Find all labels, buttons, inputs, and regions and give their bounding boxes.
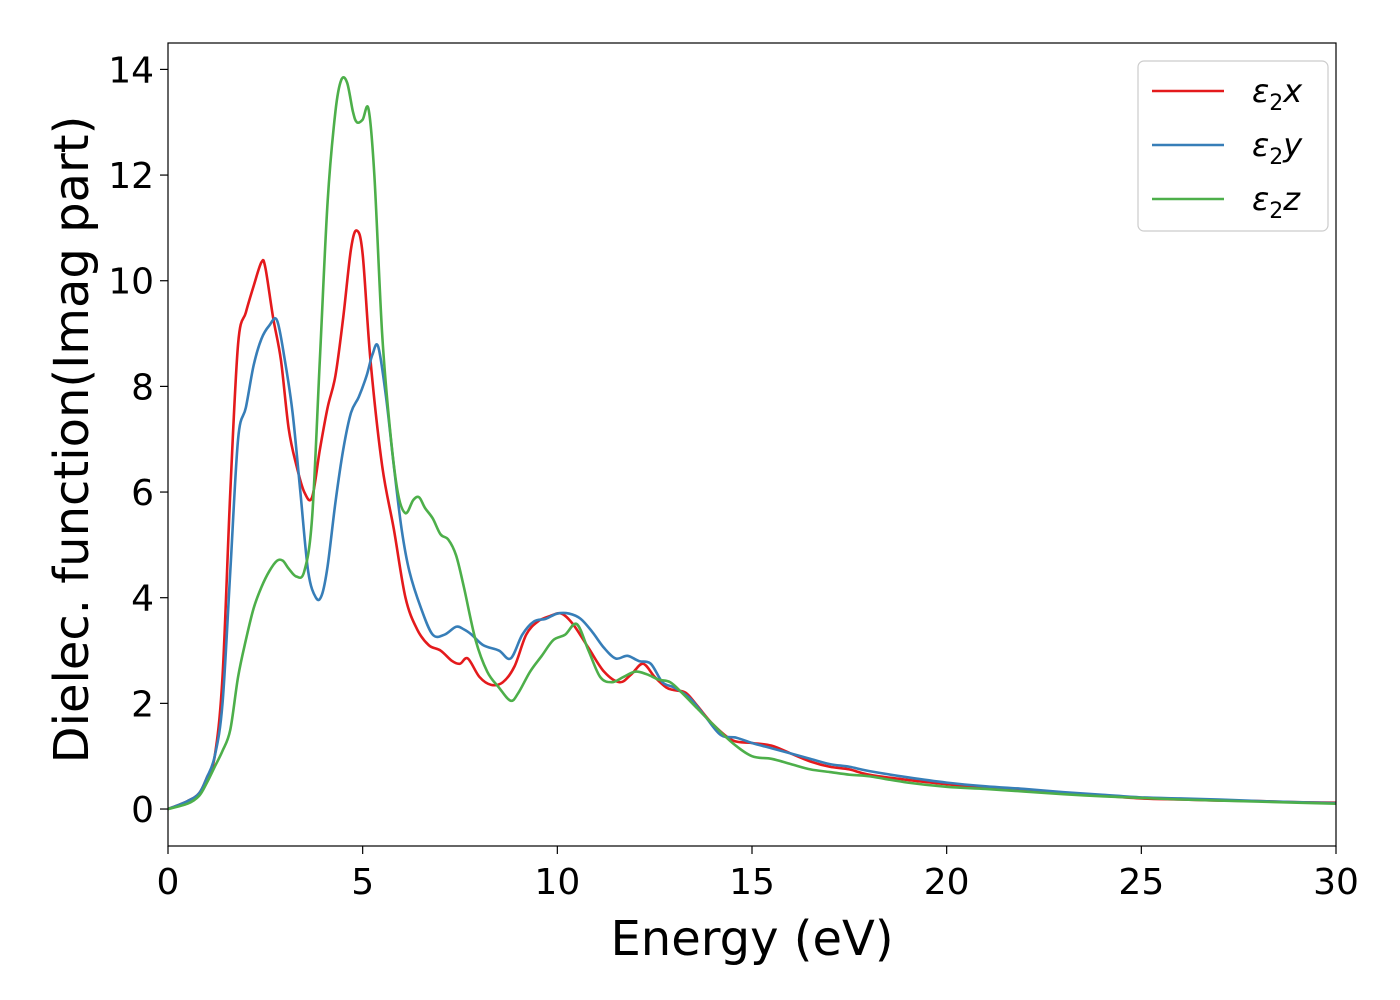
series-line-y	[168, 317, 1336, 811]
series-line-x	[168, 229, 1336, 811]
legend-label-y: ε2y	[1252, 126, 1303, 170]
legend-label-x: ε2x	[1252, 72, 1303, 116]
y-tick-label: 14	[108, 50, 154, 91]
x-tick-label: 5	[351, 862, 374, 903]
y-tick-label: 6	[131, 473, 154, 514]
x-tick-label: 30	[1313, 862, 1359, 903]
x-tick-label: 15	[729, 862, 775, 903]
y-axis: 0 2 4 6 8 10 12 14	[108, 50, 168, 831]
legend: ε2x ε2y ε2z	[1137, 60, 1329, 232]
x-tick-label: 25	[1118, 862, 1164, 903]
x-tick-label: 20	[924, 862, 970, 903]
x-tick-label: 0	[157, 862, 180, 903]
x-axis-label: Energy (eV)	[610, 911, 893, 967]
series-line-z	[168, 75, 1336, 811]
legend-label-z: ε2z	[1252, 180, 1301, 224]
x-axis: 0 5 10 15 20 25 30	[157, 846, 1359, 903]
series-layer	[168, 75, 1336, 811]
y-tick-label: 10	[108, 262, 154, 303]
y-tick-label: 12	[108, 156, 154, 197]
legend-box	[1137, 60, 1329, 232]
y-tick-label: 4	[131, 579, 154, 620]
y-tick-label: 2	[131, 684, 154, 725]
y-tick-label: 8	[131, 367, 154, 408]
y-axis-label: Dielec. function(Imag part)	[44, 116, 100, 764]
y-tick-label: 0	[131, 790, 154, 831]
x-tick-label: 10	[534, 862, 580, 903]
